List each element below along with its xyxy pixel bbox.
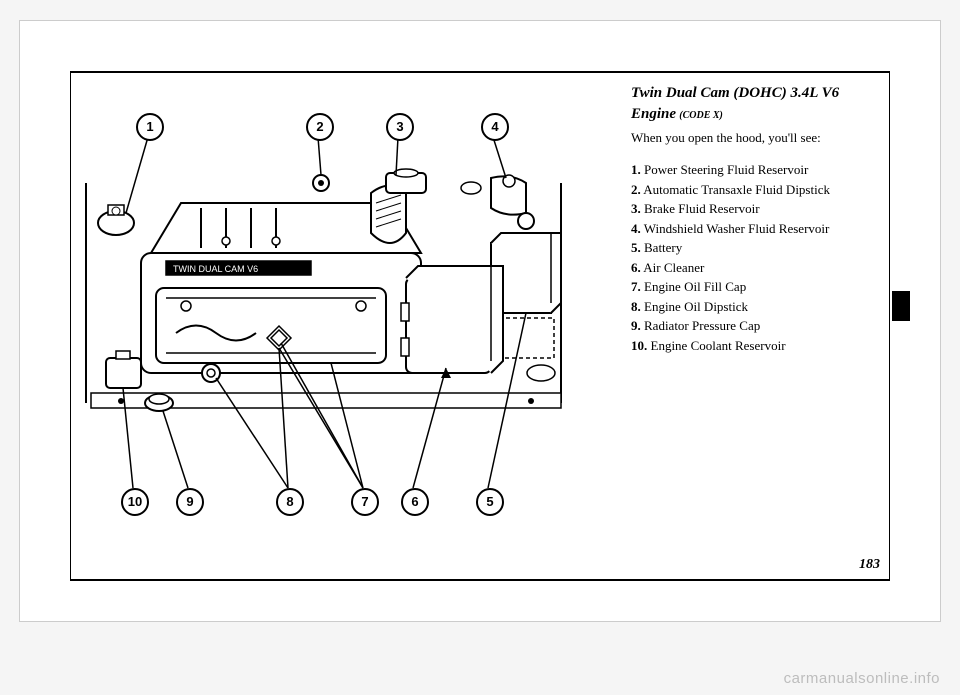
callout-3: 3 bbox=[386, 113, 414, 141]
manual-page: TWIN DUAL CAM V6 bbox=[19, 20, 941, 622]
callout-7: 7 bbox=[351, 488, 379, 516]
parts-list: 1. Power Steering Fluid Reservoir 2. Aut… bbox=[631, 160, 879, 355]
section-tab bbox=[892, 291, 910, 321]
callout-2: 2 bbox=[306, 113, 334, 141]
list-item: 6. Air Cleaner bbox=[631, 258, 879, 278]
engine-illustration: TWIN DUAL CAM V6 bbox=[81, 103, 581, 523]
list-item: 5. Battery bbox=[631, 238, 879, 258]
list-item: 10. Engine Coolant Reservoir bbox=[631, 336, 879, 356]
engine-diagram: TWIN DUAL CAM V6 bbox=[81, 103, 581, 523]
callout-9: 9 bbox=[176, 488, 204, 516]
callout-6: 6 bbox=[401, 488, 429, 516]
list-item: 3. Brake Fluid Reservoir bbox=[631, 199, 879, 219]
list-item: 4. Windshield Washer Fluid Reservoir bbox=[631, 219, 879, 239]
diagram-column: TWIN DUAL CAM V6 bbox=[71, 73, 621, 579]
page-title-line2: Engine bbox=[631, 106, 676, 122]
callout-10: 10 bbox=[121, 488, 149, 516]
engine-code: (CODE X) bbox=[679, 110, 723, 121]
callout-5: 5 bbox=[476, 488, 504, 516]
page-title-line1: Twin Dual Cam (DOHC) 3.4L V6 bbox=[631, 83, 879, 104]
intro-text: When you open the hood, you'll see: bbox=[631, 129, 879, 147]
callout-1: 1 bbox=[136, 113, 164, 141]
list-item: 8. Engine Oil Dipstick bbox=[631, 297, 879, 317]
content-frame: TWIN DUAL CAM V6 bbox=[70, 71, 890, 581]
engine-label-text: TWIN DUAL CAM V6 bbox=[173, 264, 258, 274]
text-column: Twin Dual Cam (DOHC) 3.4L V6 Engine (COD… bbox=[621, 73, 889, 579]
list-item: 7. Engine Oil Fill Cap bbox=[631, 277, 879, 297]
callout-8: 8 bbox=[276, 488, 304, 516]
page-number: 183 bbox=[859, 557, 880, 573]
watermark: carmanualsonline.info bbox=[784, 670, 940, 687]
list-item: 1. Power Steering Fluid Reservoir bbox=[631, 160, 879, 180]
list-item: 9. Radiator Pressure Cap bbox=[631, 316, 879, 336]
list-item: 2. Automatic Transaxle Fluid Dipstick bbox=[631, 180, 879, 200]
callout-4: 4 bbox=[481, 113, 509, 141]
content-inner: TWIN DUAL CAM V6 bbox=[70, 73, 890, 579]
